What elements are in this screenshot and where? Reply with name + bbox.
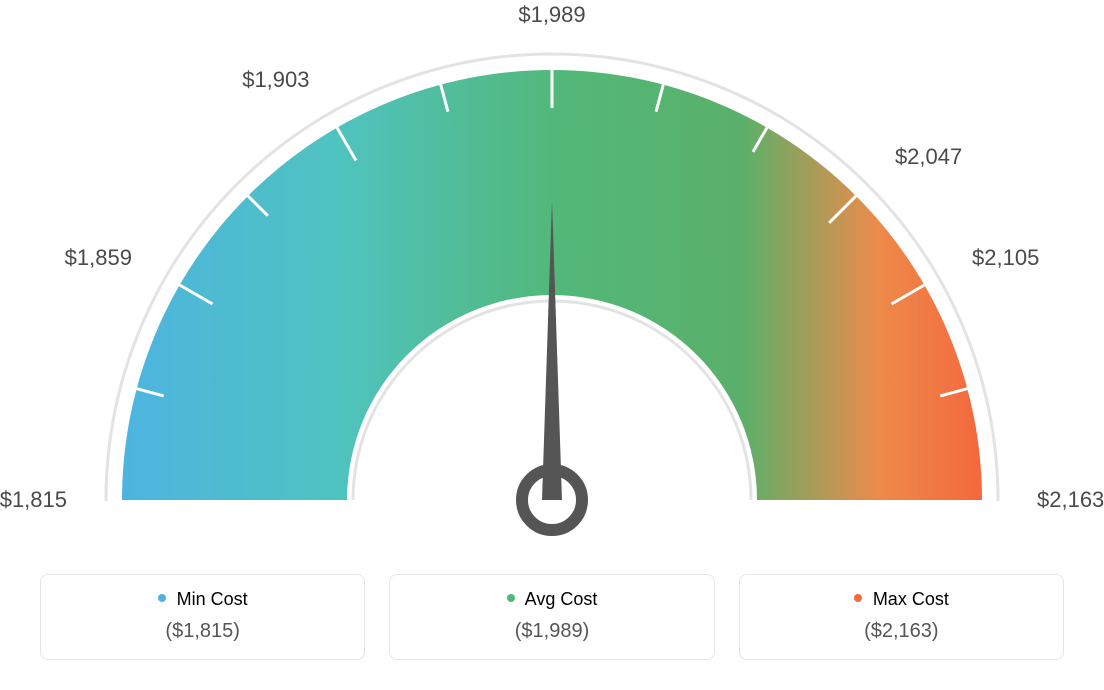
gauge-svg: [0, 0, 1104, 560]
gauge-area: $1,815 $1,859 $1,903 $1,989 $2,047 $2,105 $2,1…: [0, 0, 1104, 560]
legend-avg-value: ($1,989): [390, 620, 713, 643]
legend-avg-title: Avg Cost: [525, 589, 598, 609]
legend-max: Max Cost ($2,163): [739, 574, 1064, 660]
gauge-tick-label: $2,105: [972, 245, 1039, 271]
gauge-tick-label: $1,989: [518, 2, 585, 28]
legend-max-title-row: Max Cost: [740, 589, 1063, 610]
gauge-chart-container: $1,815 $1,859 $1,903 $1,989 $2,047 $2,105 $2,1…: [0, 0, 1104, 690]
legend-min-value: ($1,815): [41, 620, 364, 643]
legend-max-title: Max Cost: [873, 589, 949, 609]
legend-max-value: ($2,163): [740, 620, 1063, 643]
legend-avg: Avg Cost ($1,989): [389, 574, 714, 660]
legend-avg-dot-icon: [507, 594, 515, 602]
legend-min-dot-icon: [158, 594, 166, 602]
gauge-tick-label: $1,903: [242, 67, 309, 93]
gauge-tick-label: $2,047: [895, 144, 962, 170]
legend-row: Min Cost ($1,815) Avg Cost ($1,989) Max …: [40, 574, 1064, 660]
legend-avg-title-row: Avg Cost: [390, 589, 713, 610]
legend-min: Min Cost ($1,815): [40, 574, 365, 660]
legend-min-title: Min Cost: [177, 589, 248, 609]
legend-max-dot-icon: [854, 594, 862, 602]
gauge-tick-label: $1,859: [65, 245, 132, 271]
gauge-tick-label: $1,815: [0, 487, 67, 513]
gauge-tick-label: $2,163: [1037, 487, 1104, 513]
legend-min-title-row: Min Cost: [41, 589, 364, 610]
